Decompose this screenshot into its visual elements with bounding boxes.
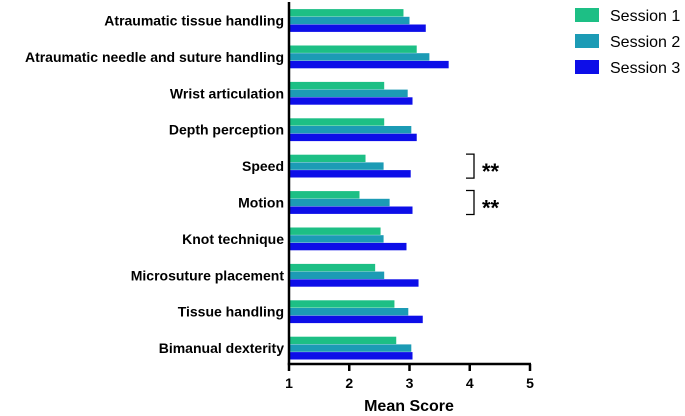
bar-depth-perception-session-1 bbox=[289, 118, 385, 126]
bar-atraumatic-needle-and-suture-handling-session-3 bbox=[289, 60, 449, 69]
legend-label-session-2: Session 2 bbox=[610, 34, 680, 51]
category-label-atraumatic-tissue-handling: Atraumatic tissue handling bbox=[104, 13, 284, 29]
x-tick-label-4: 4 bbox=[466, 375, 474, 391]
bar-depth-perception-session-3 bbox=[289, 133, 417, 142]
legend-label-session-3: Session 3 bbox=[610, 60, 680, 77]
category-label-wrist-articulation: Wrist articulation bbox=[170, 85, 284, 101]
bars-layer bbox=[289, 9, 449, 360]
x-tick-label-3: 3 bbox=[406, 375, 414, 391]
x-axis-title: Mean Score bbox=[364, 398, 454, 415]
significance-bracket-speed bbox=[466, 153, 475, 179]
bar-wrist-articulation-session-2 bbox=[289, 89, 408, 97]
significance-label-speed: ** bbox=[482, 159, 500, 184]
category-label-speed: Speed bbox=[242, 158, 284, 174]
bar-motion-session-2 bbox=[289, 198, 390, 207]
bar-speed-session-1 bbox=[289, 154, 366, 163]
category-label-motion: Motion bbox=[238, 195, 284, 211]
category-label-tissue-handling: Tissue handling bbox=[178, 304, 284, 320]
significance-markers: ** ** bbox=[466, 153, 500, 221]
x-tick-label-5: 5 bbox=[526, 375, 534, 391]
bar-microsuture-placement-session-3 bbox=[289, 279, 419, 287]
bar-wrist-articulation-session-1 bbox=[289, 81, 385, 90]
category-label-depth-perception: Depth perception bbox=[169, 122, 284, 138]
category-label-atraumatic-needle-and-suture-handling: Atraumatic needle and suture handling bbox=[25, 49, 284, 65]
bar-depth-perception-session-2 bbox=[289, 126, 412, 134]
significance-label-motion: ** bbox=[482, 196, 500, 221]
bar-atraumatic-needle-and-suture-handling-session-2 bbox=[289, 53, 430, 61]
bar-atraumatic-tissue-handling-session-1 bbox=[289, 9, 404, 17]
bar-tissue-handling-session-1 bbox=[289, 300, 395, 308]
category-label-bimanual-dexterity: Bimanual dexterity bbox=[159, 340, 284, 356]
legend: Session 1 Session 2 Session 3 bbox=[575, 8, 680, 77]
bar-knot-technique-session-3 bbox=[289, 242, 407, 251]
significance-bracket-motion bbox=[466, 189, 475, 216]
bar-atraumatic-tissue-handling-session-3 bbox=[289, 24, 426, 32]
category-labels: Atraumatic tissue handling Atraumatic nee… bbox=[25, 13, 284, 357]
bar-tissue-handling-session-3 bbox=[289, 315, 423, 324]
bar-speed-session-3 bbox=[289, 170, 411, 178]
bar-microsuture-placement-session-2 bbox=[289, 271, 385, 279]
bar-speed-session-2 bbox=[289, 162, 384, 170]
legend-label-session-1: Session 1 bbox=[610, 8, 680, 25]
bar-bimanual-dexterity-session-2 bbox=[289, 344, 412, 352]
category-label-microsuture-placement: Microsuture placement bbox=[131, 267, 285, 283]
bar-tissue-handling-session-2 bbox=[289, 308, 409, 316]
bar-bimanual-dexterity-session-3 bbox=[289, 352, 413, 360]
legend-swatch-session-3 bbox=[575, 60, 599, 74]
x-tick-label-1: 1 bbox=[285, 375, 293, 391]
bar-knot-technique-session-2 bbox=[289, 235, 384, 243]
bar-bimanual-dexterity-session-1 bbox=[289, 336, 397, 345]
bar-wrist-articulation-session-3 bbox=[289, 97, 413, 105]
bar-motion-session-1 bbox=[289, 191, 360, 199]
legend-swatch-session-1 bbox=[575, 8, 599, 22]
category-label-knot-technique: Knot technique bbox=[182, 231, 284, 247]
legend-swatch-session-2 bbox=[575, 34, 599, 48]
bar-microsuture-placement-session-1 bbox=[289, 263, 376, 272]
x-tick-label-2: 2 bbox=[345, 375, 353, 391]
bar-motion-session-3 bbox=[289, 206, 413, 214]
bar-atraumatic-needle-and-suture-handling-session-1 bbox=[289, 45, 417, 53]
x-axis: 1 2 3 4 5 bbox=[285, 2, 534, 391]
bar-knot-technique-session-1 bbox=[289, 227, 381, 235]
bar-atraumatic-tissue-handling-session-2 bbox=[289, 16, 410, 25]
